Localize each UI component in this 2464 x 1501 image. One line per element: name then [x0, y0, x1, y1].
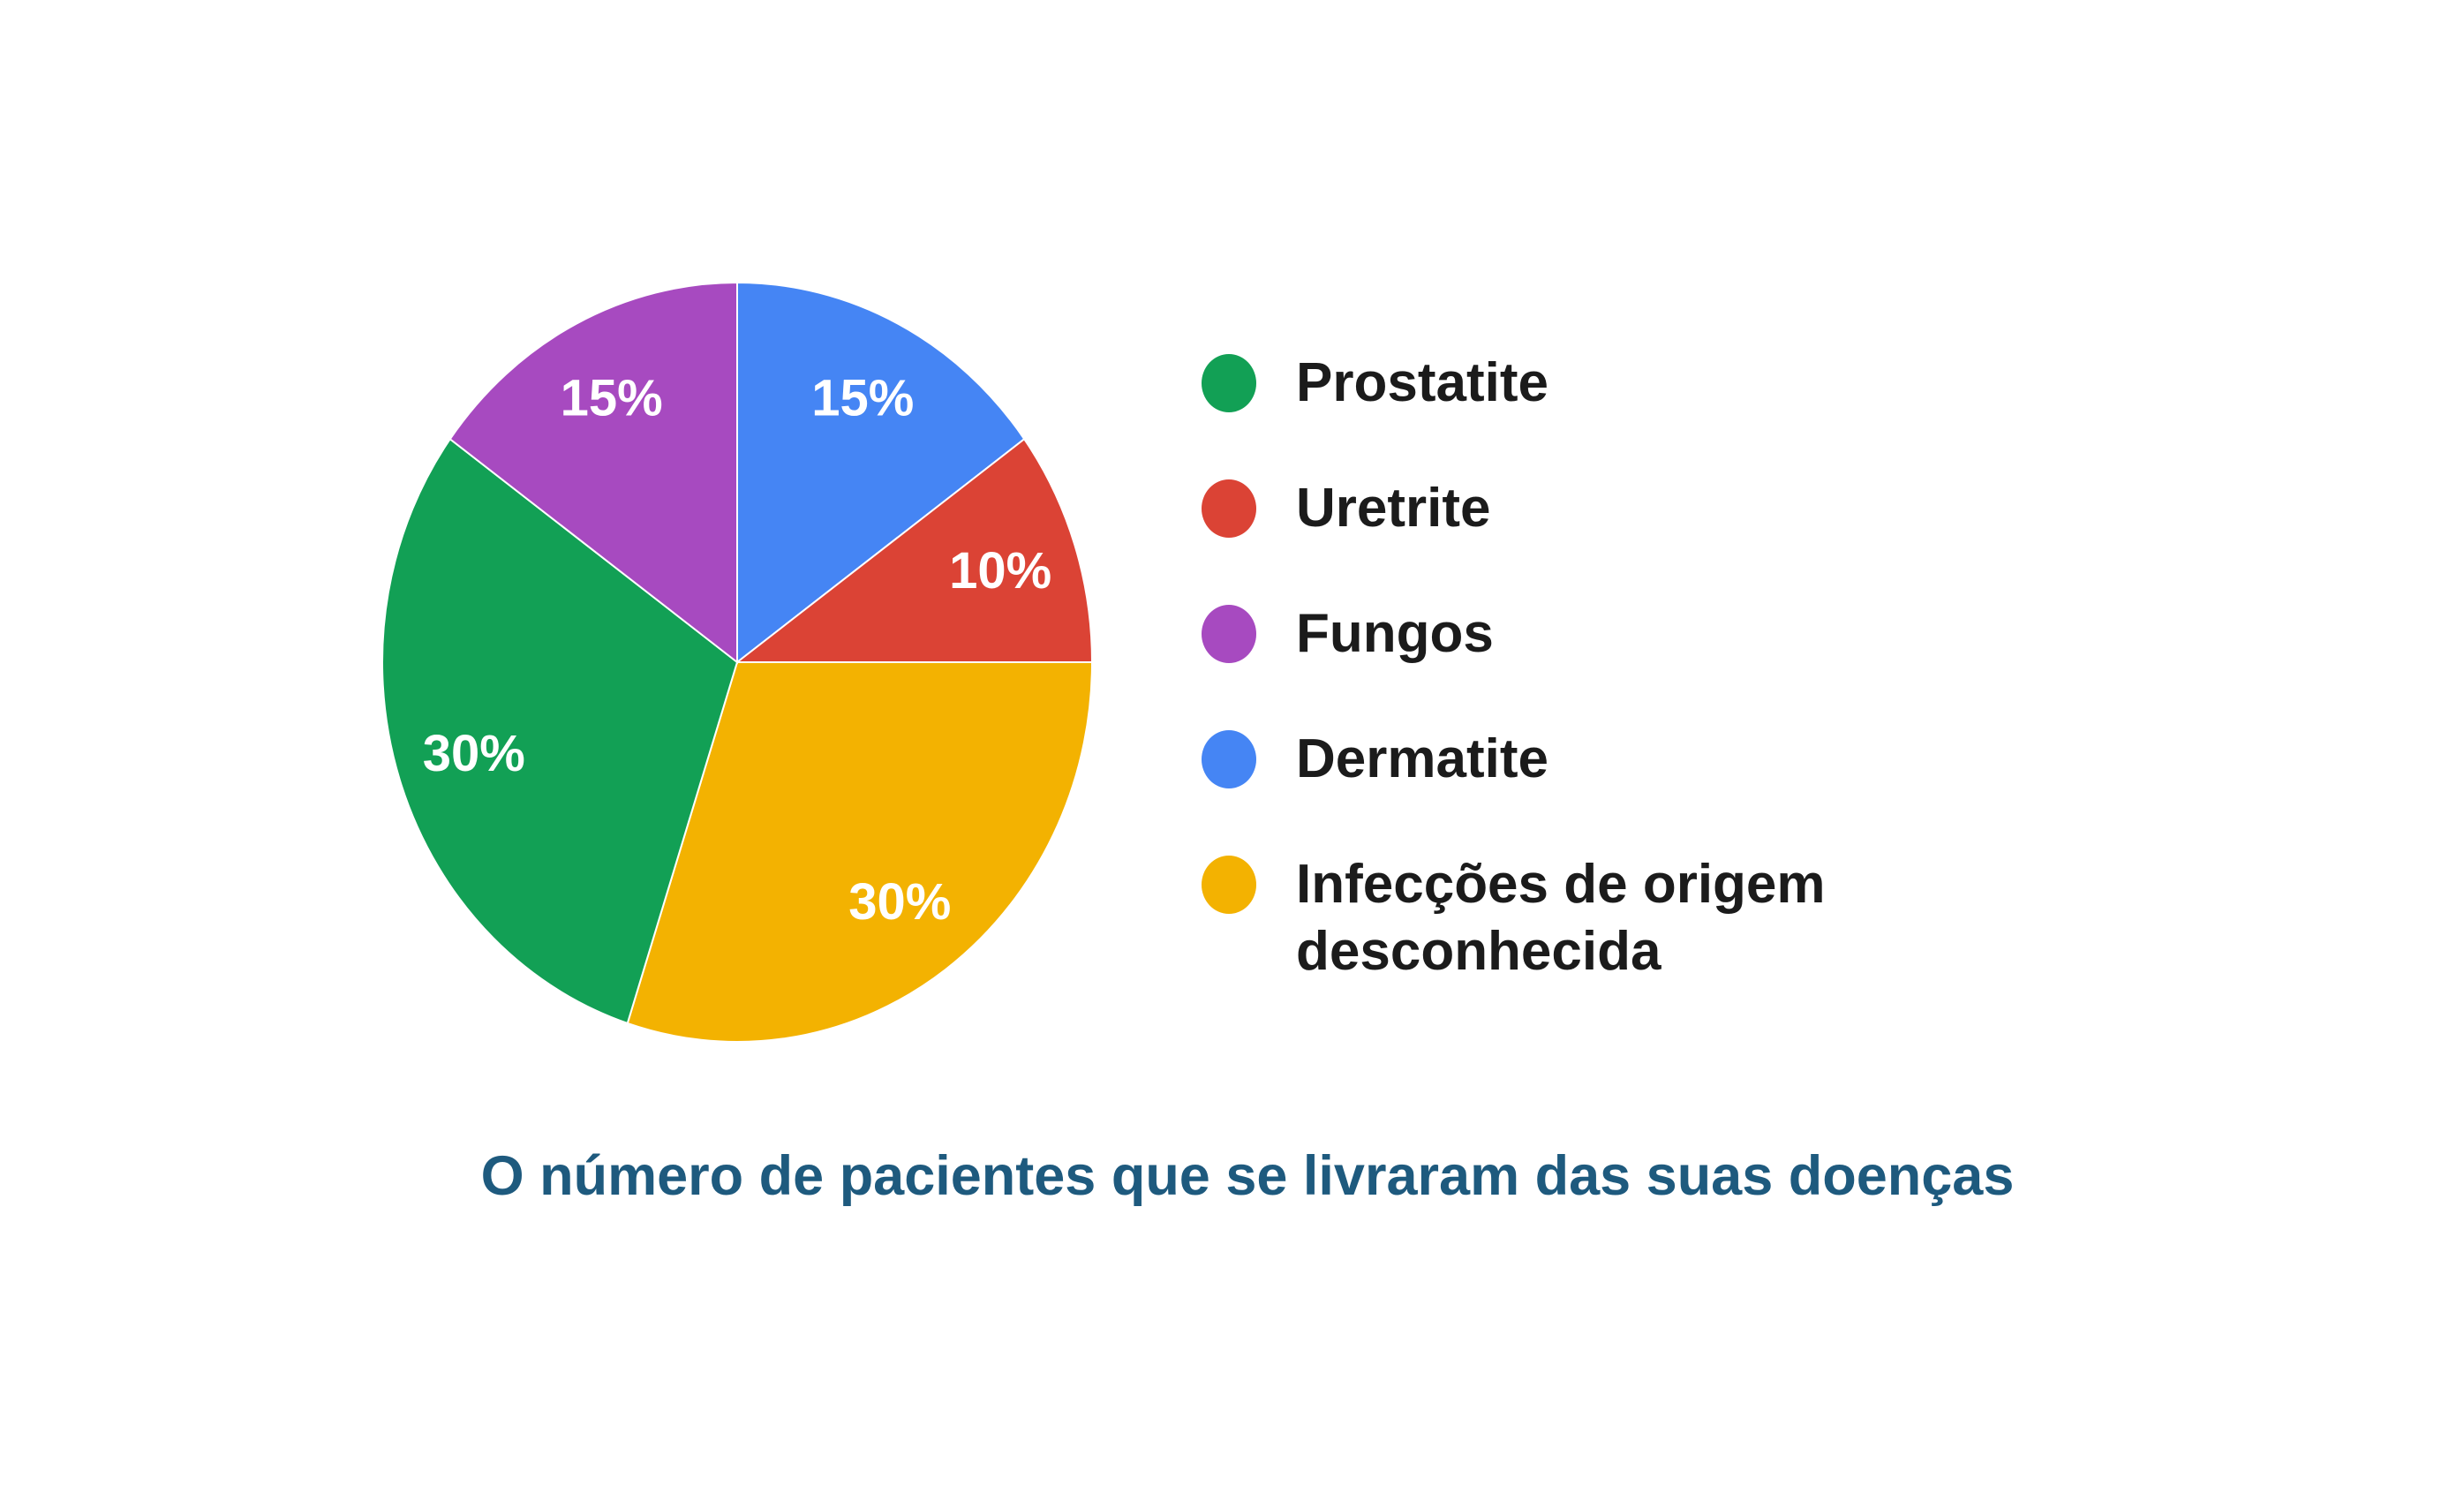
legend-swatch-prostatite [1202, 354, 1256, 412]
legend-swatch-infeccoes-de-origem-desconhecida [1202, 856, 1256, 914]
legend-swatch-dermatite [1202, 730, 1256, 788]
legend-label-prostatite: Prostatite [1296, 352, 1548, 413]
pie-slice-label-infeccoes-de-origem-desconhecida: 30% [848, 873, 951, 931]
legend-swatch-uretrite [1202, 479, 1256, 538]
pie-slice-fungos [448, 281, 738, 665]
pie-slice-uretrite [735, 437, 1094, 663]
legend-label-uretrite: Uretrite [1296, 478, 1491, 539]
pie-slice-label-dermatite: 15% [811, 370, 914, 427]
legend-item-dermatite: Dermatite [1202, 726, 1826, 793]
pie-slice-prostatite [381, 437, 739, 1025]
legend-item-infeccoes-de-origem-desconhecida: Infecções de origem desconhecida [1202, 851, 1826, 985]
legend-swatch-fungos [1202, 605, 1256, 663]
pie-slice-label-fungos: 15% [561, 370, 663, 427]
legend-item-uretrite: Uretrite [1202, 475, 1826, 542]
legend: Prostatite Uretrite Fungos Dermatite Infecçõ… [1202, 350, 1826, 985]
legend-label-infeccoes-de-origem-desconhecida: Infecções de origem desconhecida [1296, 854, 1826, 982]
legend-label-dermatite: Dermatite [1296, 728, 1548, 789]
pie-slice-label-uretrite: 10% [949, 542, 1051, 600]
pie-slice-dermatite [736, 281, 1026, 665]
legend-item-fungos: Fungos [1202, 600, 1826, 668]
legend-label-fungos: Fungos [1296, 603, 1494, 664]
pie-slice-label-prostatite: 30% [423, 725, 525, 782]
chart-caption: O número de pacientes que se livraram da… [480, 1145, 2015, 1207]
pie-slice-infeccoes-de-origem-desconhecida [626, 661, 1094, 1043]
legend-item-prostatite: Prostatite [1202, 350, 1826, 417]
